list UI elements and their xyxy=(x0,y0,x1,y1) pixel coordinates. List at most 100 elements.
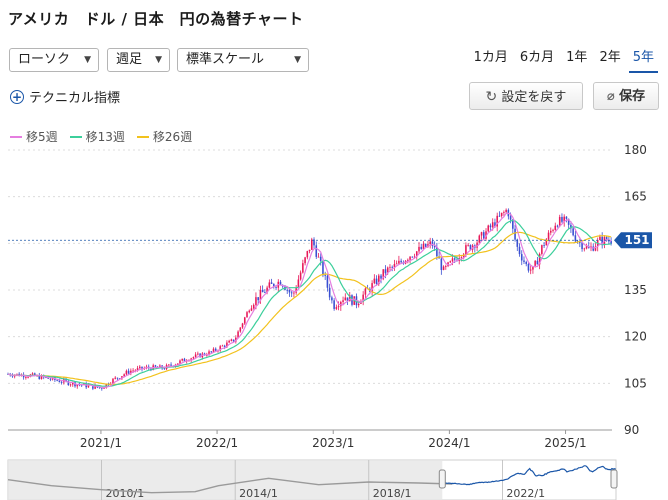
candle-body xyxy=(243,317,246,324)
save-button[interactable]: ⌀ 保存 xyxy=(593,82,659,110)
candle-body xyxy=(364,288,367,295)
candle-body xyxy=(608,240,610,242)
reset-settings-button[interactable]: ↻ 設定を戻す xyxy=(469,82,583,110)
candle-body xyxy=(103,387,105,389)
candle-body xyxy=(420,246,423,250)
candle-body xyxy=(71,382,74,385)
candle-body xyxy=(179,360,181,364)
period-tab-5y[interactable]: 5年 xyxy=(628,48,658,73)
technical-indicator-toggle[interactable]: + テクニカル指標 xyxy=(10,87,120,106)
candle-body xyxy=(11,375,14,377)
candle-body xyxy=(386,267,389,274)
candle-body xyxy=(375,278,378,285)
period-tab-1m[interactable]: 1カ月 xyxy=(473,50,508,65)
x-tick-label: 2021/1 xyxy=(80,436,122,450)
candle-body xyxy=(570,224,572,229)
candle-body xyxy=(101,387,103,389)
candle-body xyxy=(451,258,454,262)
navigator-history-line xyxy=(7,477,453,494)
candle-body xyxy=(212,348,215,352)
candle-body xyxy=(313,239,315,246)
legend-swatch-ma13 xyxy=(69,135,82,138)
candle-body xyxy=(170,364,172,366)
candle-body xyxy=(273,283,275,288)
candle-body xyxy=(467,244,469,246)
candle-body xyxy=(610,240,612,244)
candle-body xyxy=(31,373,34,375)
candle-body xyxy=(27,376,29,378)
candle-body xyxy=(183,358,186,362)
candle-body xyxy=(520,254,523,261)
candle-body xyxy=(141,366,143,370)
period-tab-2y[interactable]: 2年 xyxy=(599,50,621,65)
navigator-left-handle[interactable] xyxy=(438,469,446,489)
candle-body xyxy=(518,246,521,255)
legend-swatch-ma26 xyxy=(136,135,149,138)
candle-body xyxy=(346,297,349,302)
navigator-right-handle[interactable] xyxy=(610,469,618,489)
candle-body xyxy=(529,269,532,271)
navigator-tick-label: 2014/1 xyxy=(239,487,278,500)
candle-body xyxy=(581,242,583,250)
candle-body xyxy=(534,260,536,267)
chart-legend: 移5週 移13週 移26週 xyxy=(10,128,204,145)
interval-select[interactable]: 週足 ▼ xyxy=(107,48,170,72)
candle-body xyxy=(523,260,525,262)
candle-body xyxy=(565,216,568,219)
candle-body xyxy=(237,331,239,338)
candle-body xyxy=(377,275,380,285)
navigator-selected-line xyxy=(442,465,616,486)
candle-body xyxy=(299,272,302,280)
candle-body xyxy=(239,327,242,332)
candle-body xyxy=(536,260,539,265)
candle-body xyxy=(442,266,445,270)
candle-body xyxy=(270,282,273,284)
candle-body xyxy=(308,249,311,252)
candle-body xyxy=(494,222,496,227)
candle-body xyxy=(65,379,67,381)
candle-body xyxy=(371,283,373,292)
chart-type-select[interactable]: ローソク ▼ xyxy=(9,48,99,72)
candle-body xyxy=(413,256,416,258)
candle-body xyxy=(407,259,409,261)
candle-body xyxy=(563,216,565,222)
period-tab-1y[interactable]: 1年 xyxy=(566,50,588,65)
candle-body xyxy=(290,292,293,294)
candle-body xyxy=(194,354,197,358)
legend-item-ma13: 移13週 xyxy=(69,128,125,145)
candle-body xyxy=(230,339,233,341)
period-tab-6m[interactable]: 6カ月 xyxy=(519,50,555,65)
scale-select[interactable]: 標準スケール ▼ xyxy=(177,48,309,72)
candle-body xyxy=(433,245,436,248)
candle-body xyxy=(241,323,244,328)
candle-body xyxy=(223,345,226,347)
candle-body xyxy=(45,377,47,379)
navigator-tick-label: 2018/1 xyxy=(373,487,412,500)
navigator-tick-label: 2022/1 xyxy=(506,487,545,500)
technical-indicator-label: テクニカル指標 xyxy=(29,91,121,106)
candle-body xyxy=(69,384,72,386)
candle-body xyxy=(319,256,322,261)
candle-body xyxy=(25,377,27,378)
candle-body xyxy=(469,244,472,250)
candle-body xyxy=(266,287,268,293)
x-tick-label: 2022/1 xyxy=(196,436,238,450)
candle-body xyxy=(326,275,329,288)
candle-body xyxy=(579,242,581,243)
candle-body xyxy=(83,383,85,386)
candle-body xyxy=(304,257,306,264)
candle-body xyxy=(112,378,114,384)
candle-body xyxy=(337,306,340,308)
candle-body xyxy=(362,294,364,302)
chart-type-value: ローソク xyxy=(18,52,71,67)
ma5-line xyxy=(7,212,612,389)
scale-value: 標準スケール xyxy=(186,52,265,67)
candle-body xyxy=(328,287,331,298)
candle-body xyxy=(246,312,248,318)
candle-body xyxy=(34,373,36,376)
navigator-tick-label: 2010/1 xyxy=(106,487,145,500)
candle-body xyxy=(114,377,117,379)
candle-body xyxy=(538,253,541,265)
chevron-down-icon: ▼ xyxy=(155,55,162,65)
